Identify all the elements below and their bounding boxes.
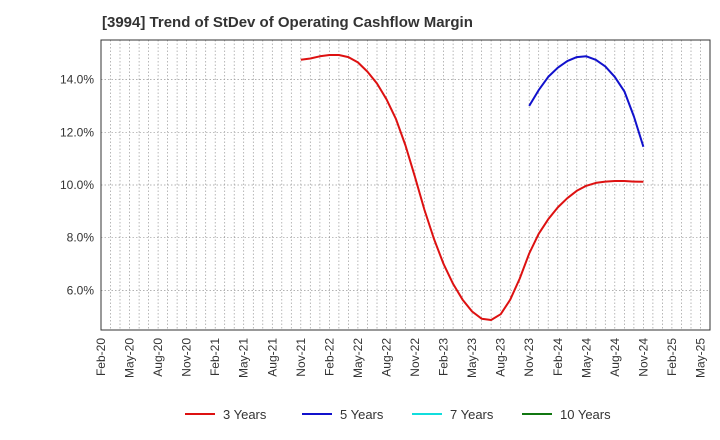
y-tick-label: 10.0% [60,178,94,192]
x-tick-label: Aug-20 [151,338,165,377]
y-tick-label: 14.0% [60,73,94,87]
x-tick-label: Aug-22 [379,338,393,377]
y-tick-label: 6.0% [67,284,95,298]
y-tick-label: 12.0% [60,125,94,139]
plot-frame [100,39,711,331]
x-tick-label: Aug-24 [608,338,622,377]
x-tick-label: Nov-24 [636,338,650,377]
x-tick-label: Nov-21 [294,338,308,377]
x-tick-label: Feb-21 [208,338,222,376]
legend-label-7-years: 7 Years [450,407,494,422]
x-tick-label: Nov-23 [522,338,536,377]
series-line-3-years [300,54,644,321]
legend-label-5-years: 5 Years [340,407,384,422]
x-tick-label: Feb-20 [94,338,108,376]
x-tick-label: May-20 [123,338,137,378]
x-tick-label: Feb-24 [551,338,565,376]
x-tick-label: Aug-21 [265,338,279,377]
y-tick-label: 8.0% [67,231,95,245]
x-tick-label: Feb-22 [322,338,336,376]
x-tick-label: May-24 [579,338,593,378]
x-tick-label: May-21 [237,338,251,378]
x-tick-label: Feb-23 [437,338,451,376]
series-line-5-years [528,55,645,148]
legend-label-3-years: 3 Years [223,407,267,422]
x-tick-label: Nov-22 [408,338,422,377]
legend-label-10-years: 10 Years [560,407,611,422]
chart-title: [3994] Trend of StDev of Operating Cashf… [102,14,473,31]
x-tick-label: May-25 [693,338,707,378]
x-tick-label: Feb-25 [665,338,679,376]
x-tick-label: May-22 [351,338,365,378]
x-tick-label: May-23 [465,338,479,378]
x-tick-label: Aug-23 [494,338,508,377]
x-tick-label: Nov-20 [180,338,194,377]
